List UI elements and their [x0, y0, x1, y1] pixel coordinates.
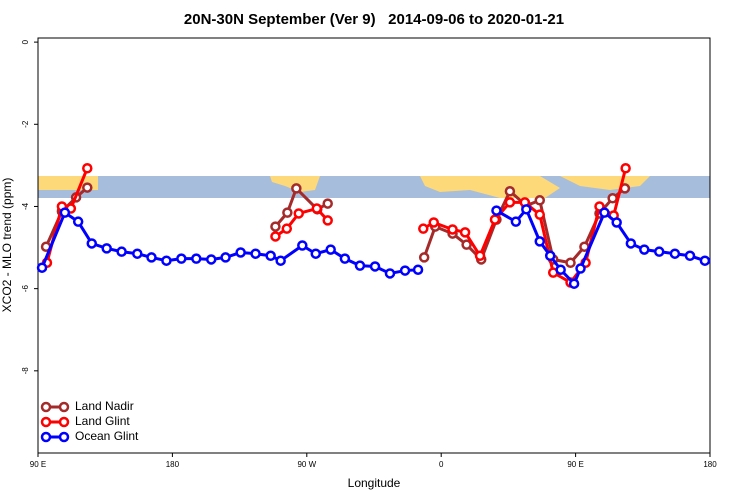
data-point: [684, 250, 696, 262]
x-tick-label: 0: [439, 460, 444, 469]
data-point: [418, 223, 429, 234]
data-point: [291, 183, 302, 194]
data-point: [311, 203, 323, 214]
data-point: [534, 195, 546, 206]
data-point: [82, 182, 93, 193]
data-point: [399, 265, 411, 276]
data-point: [275, 255, 286, 266]
data-point: [555, 264, 566, 275]
data-point: [281, 223, 293, 234]
data-point: [101, 243, 112, 254]
map-strip: [38, 176, 710, 198]
data-point: [565, 257, 576, 269]
data-point: [459, 227, 471, 238]
data-point: [491, 205, 502, 216]
data-point: [418, 252, 430, 263]
data-point: [339, 253, 351, 264]
legend-marker: [40, 401, 52, 413]
y-tick-label: -4: [21, 202, 30, 210]
data-point: [599, 207, 610, 218]
data-point: [72, 216, 84, 227]
data-point: [510, 216, 522, 227]
data-point: [534, 236, 546, 247]
data-point: [653, 246, 665, 257]
data-point: [250, 248, 261, 259]
legend-label: Ocean Glint: [75, 429, 139, 443]
y-axis-label: XCO2 - MLO trend (ppm): [0, 178, 14, 313]
legend-marker: [58, 401, 70, 413]
legend-label: Land Nadir: [75, 399, 134, 413]
data-point: [611, 217, 622, 228]
data-point: [161, 255, 172, 266]
x-tick-label: 180: [166, 460, 180, 469]
x-tick-label: 90 W: [297, 460, 316, 469]
data-point: [116, 246, 127, 257]
data-point: [235, 247, 246, 258]
y-tick-label: 0: [21, 39, 30, 44]
data-point: [447, 224, 458, 235]
data-point: [86, 238, 98, 249]
data-point: [354, 260, 366, 271]
legend-label: Land Glint: [75, 414, 130, 428]
data-point: [474, 250, 486, 262]
data-point: [36, 262, 48, 273]
legend-marker: [58, 431, 70, 443]
data-point: [59, 207, 71, 218]
data-point: [322, 215, 333, 226]
plot-frame: [37, 37, 711, 454]
data-point: [544, 250, 556, 262]
data-point: [325, 244, 336, 255]
data-point: [205, 254, 217, 265]
data-point: [322, 198, 333, 209]
x-axis-label: Longitude: [348, 476, 401, 490]
data-point: [461, 239, 472, 250]
data-point: [699, 255, 711, 266]
data-point: [265, 250, 276, 262]
x-tick-label: 180: [703, 460, 717, 469]
x-tick-label: 90 E: [567, 460, 583, 469]
chart-title: 20N-30N September (Ver 9) 2014-09-06 to …: [184, 11, 564, 28]
data-point: [191, 253, 202, 264]
data-point: [293, 208, 304, 219]
data-point: [82, 163, 93, 174]
data-point: [270, 231, 281, 242]
data-point: [384, 268, 396, 279]
data-point: [669, 248, 681, 259]
data-point: [607, 192, 618, 204]
data-point: [412, 264, 424, 275]
data-point: [132, 248, 143, 259]
data-point: [521, 204, 532, 215]
data-point: [297, 240, 308, 251]
data-point: [146, 252, 157, 263]
data-point: [504, 186, 516, 197]
x-tick-label: 90 E: [30, 460, 46, 469]
data-point: [620, 163, 631, 174]
data-point: [428, 217, 439, 228]
data-point: [625, 238, 637, 249]
data-point: [639, 244, 650, 255]
legend-marker: [58, 416, 70, 428]
y-tick-label: -2: [21, 120, 30, 128]
data-point: [489, 214, 501, 225]
data-point: [575, 263, 586, 274]
legend-marker: [40, 431, 52, 443]
data-point: [568, 278, 580, 289]
series-line: [40, 207, 706, 286]
data-point: [282, 207, 293, 218]
y-tick-label: -8: [21, 367, 30, 375]
data-point: [310, 248, 322, 259]
data-point: [369, 261, 381, 272]
data-point: [534, 209, 546, 220]
legend-marker: [40, 416, 52, 428]
y-tick-label: -6: [21, 285, 30, 293]
data-point: [176, 253, 187, 264]
data-point: [270, 221, 281, 232]
data-point: [504, 197, 516, 208]
data-point: [220, 252, 231, 263]
